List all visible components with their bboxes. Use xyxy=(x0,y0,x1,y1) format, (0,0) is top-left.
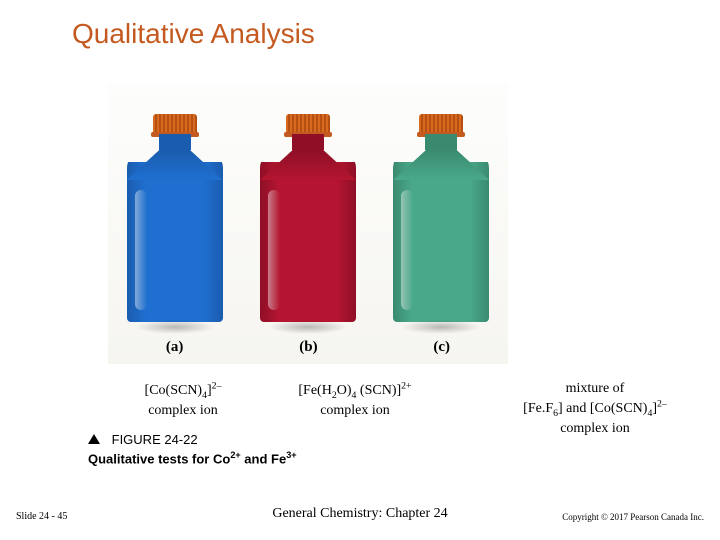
caption-a-line2: complex ion xyxy=(148,403,218,418)
caption-a: [Co(SCN)4]2– complex ion xyxy=(108,380,258,420)
bottle-cap-icon xyxy=(419,114,463,134)
footer-copyright: Copyright © 2017 Pearson Canada Inc. xyxy=(562,512,704,522)
triangle-icon xyxy=(88,434,100,444)
bottle-body xyxy=(260,150,356,322)
bottle-neck xyxy=(159,134,191,150)
bottle-shadow xyxy=(401,320,481,334)
bottle-cap-icon xyxy=(286,114,330,134)
glass-highlight xyxy=(135,190,147,310)
caption-c-line3: complex ion xyxy=(560,421,630,436)
caption-b: [Fe(H2O)4 (SCN)]2+ complex ion xyxy=(270,380,440,420)
glass-highlight xyxy=(268,190,280,310)
caption-c-line1: mixture of xyxy=(566,381,625,396)
bottle-shadow xyxy=(268,320,348,334)
bottle-body xyxy=(393,150,489,322)
caption-b-line2: complex ion xyxy=(320,403,390,418)
bottle-neck xyxy=(425,134,457,150)
panel-label-a: (a) xyxy=(166,339,184,356)
panel-label-b: (b) xyxy=(299,339,317,356)
caption-b-line1: [Fe(H2O)4 (SCN)]2+ xyxy=(298,383,411,398)
figure-number: FIGURE 24-22 xyxy=(112,432,198,447)
panel-label-row: (a) (b) (c) xyxy=(108,339,508,356)
bottle-a xyxy=(125,114,225,324)
slide-title: Qualitative Analysis xyxy=(72,18,315,50)
bottle-body xyxy=(127,150,223,322)
bottle-c xyxy=(391,114,491,324)
figure-image-area: (a) (b) (c) xyxy=(108,84,508,364)
caption-c-line2: [Fe.F6] and [Co(SCN)4]2– xyxy=(523,401,667,416)
caption-c: mixture of [Fe.F6] and [Co(SCN)4]2– comp… xyxy=(490,380,700,439)
figure-title: Qualitative tests for Co2+ and Fe3+ xyxy=(88,450,297,466)
panel-label-c: (c) xyxy=(433,339,450,356)
bottle-cap-icon xyxy=(153,114,197,134)
bottle-b xyxy=(258,114,358,324)
glass-highlight xyxy=(401,190,413,310)
bottle-row xyxy=(108,94,508,324)
bottle-shadow xyxy=(135,320,215,334)
figure-number-row: FIGURE 24-22 xyxy=(88,432,198,447)
caption-a-line1: [Co(SCN)4]2– xyxy=(145,383,222,398)
bottle-neck xyxy=(292,134,324,150)
